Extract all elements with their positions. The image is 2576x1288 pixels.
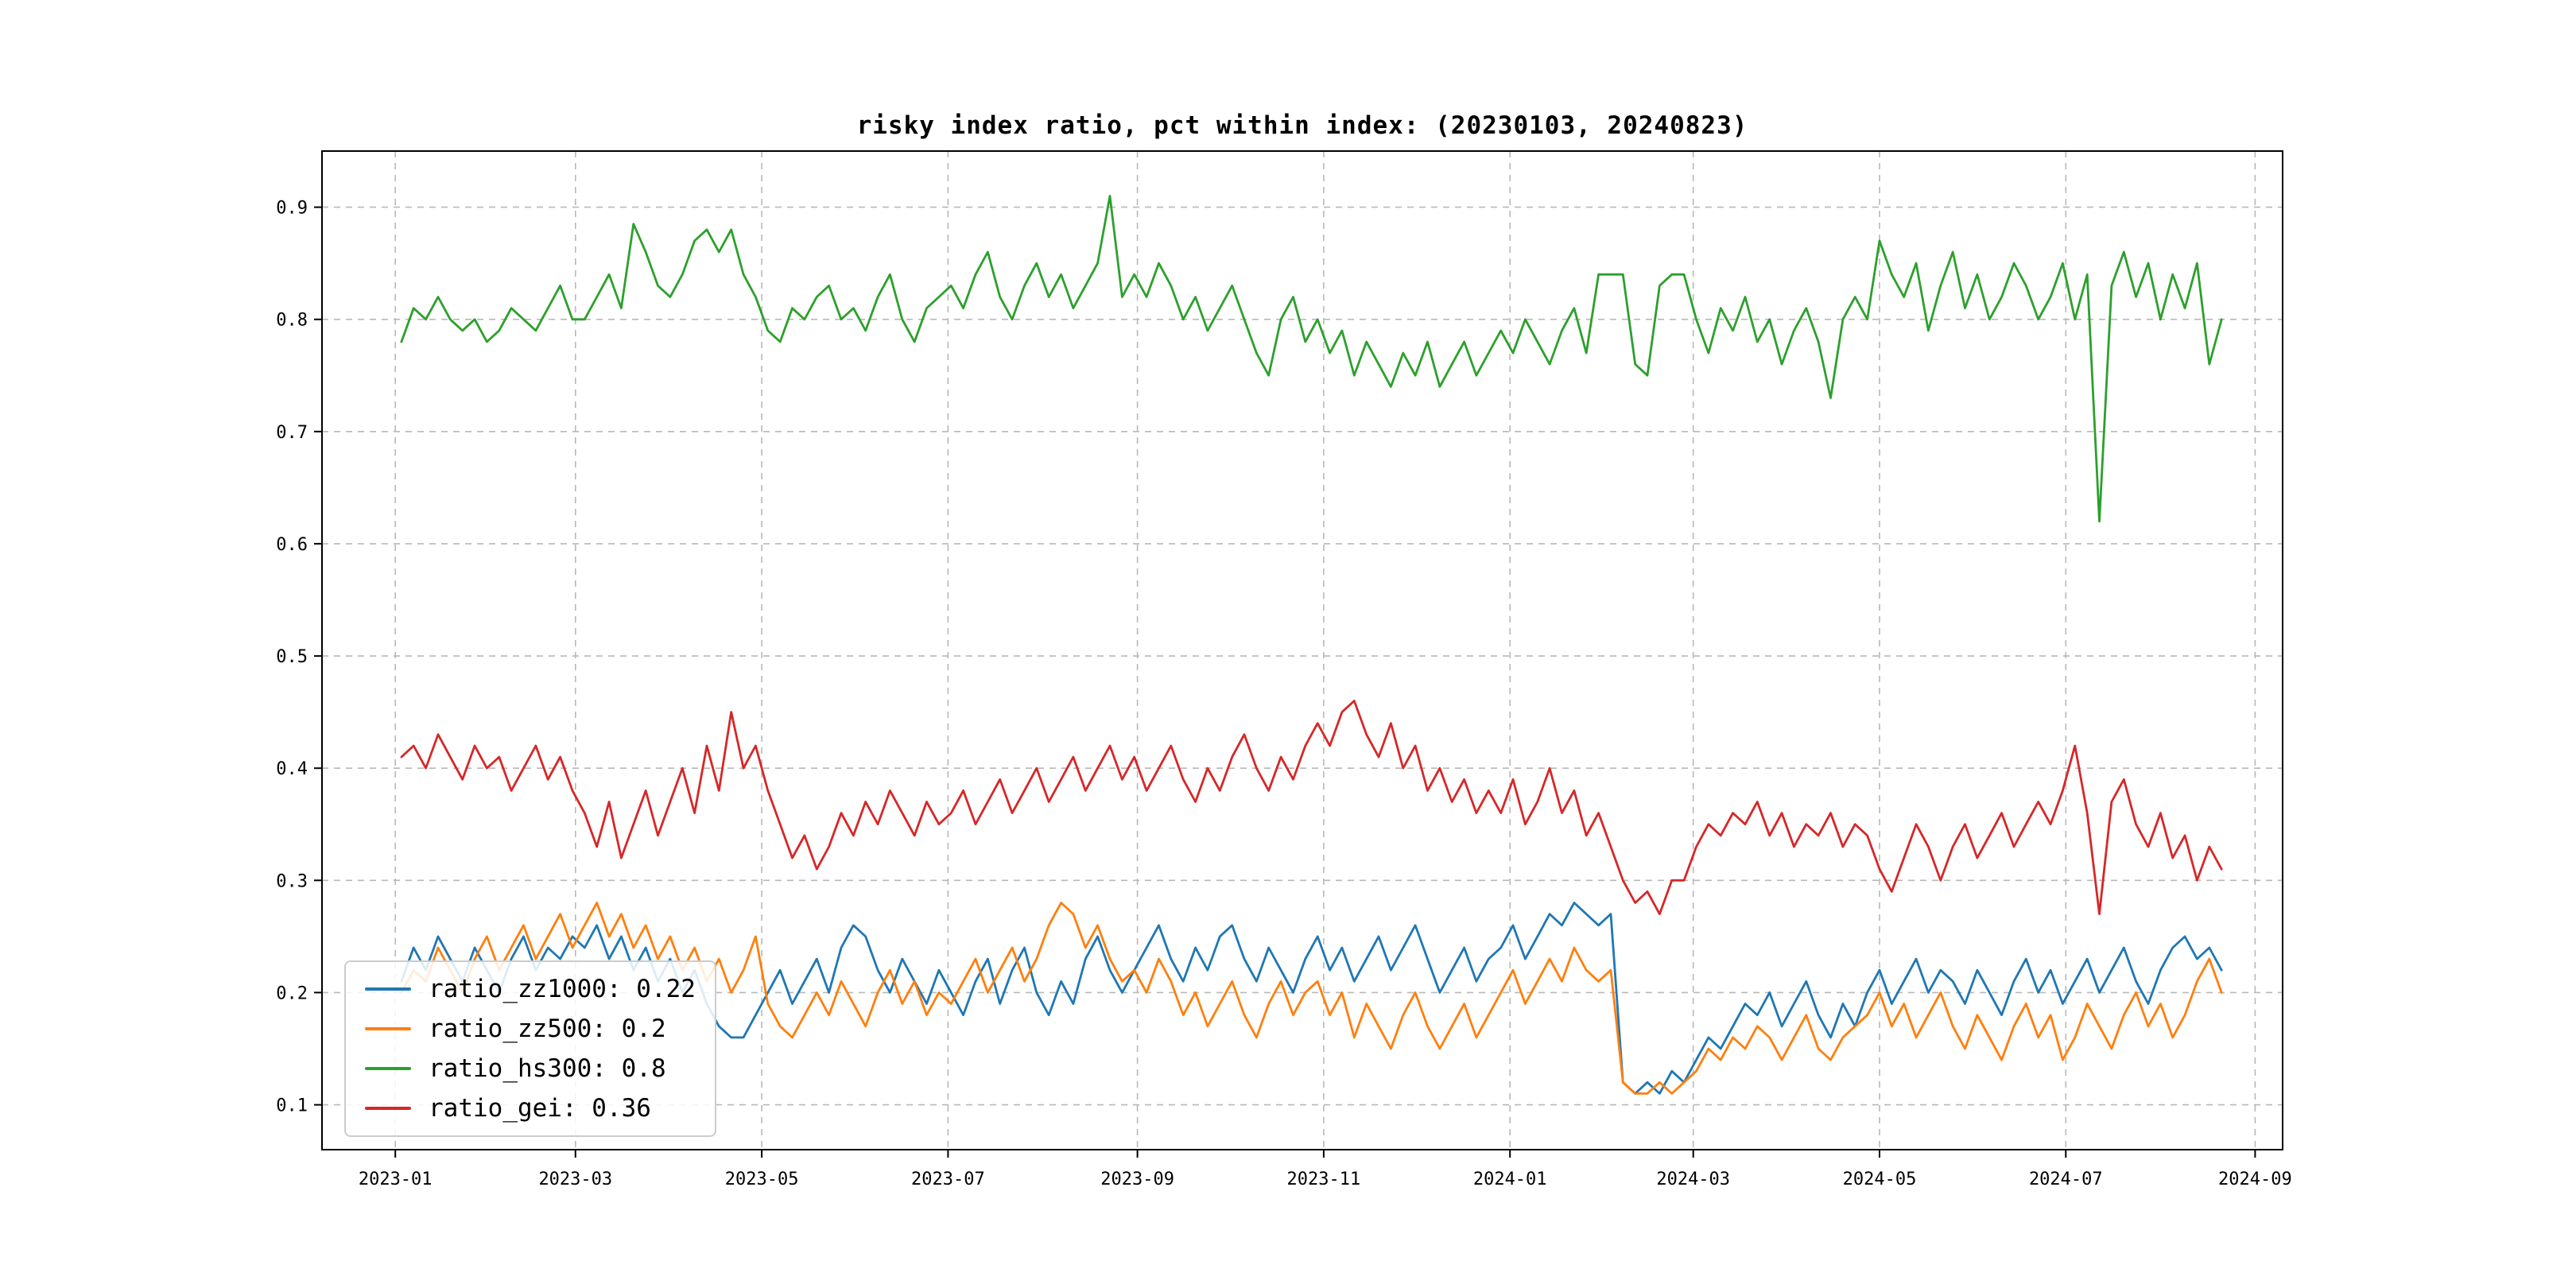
x-tick-label: 2024-01 (1473, 1170, 1547, 1189)
x-tick-label: 2024-03 (1656, 1170, 1730, 1189)
axes-border (321, 150, 2283, 1150)
x-tick-label: 2023-07 (911, 1170, 985, 1189)
y-tick-label: 0.5 (276, 647, 308, 667)
y-tick-label: 0.1 (276, 1096, 308, 1116)
x-tick-label: 2023-01 (359, 1170, 433, 1189)
legend-item-ratio_zz500: ratio_zz500: 0.2 (365, 1014, 696, 1043)
x-tick-label: 2024-05 (1843, 1170, 1917, 1189)
series-line-ratio_gei (400, 700, 2223, 915)
y-tick-label: 0.6 (276, 535, 308, 555)
x-tick-label: 2024-09 (2218, 1170, 2292, 1189)
legend-swatch-ratio_gei (365, 1107, 411, 1110)
legend-label: ratio_zz1000: 0.22 (429, 975, 696, 1003)
y-tick-label: 0.8 (276, 311, 308, 331)
chart-title: risky index ratio, pct within index: (20… (856, 111, 1748, 140)
legend-swatch-ratio_zz1000 (365, 987, 411, 991)
legend-label: ratio_hs300: 0.8 (429, 1054, 666, 1083)
series-line-ratio_hs300 (400, 194, 2223, 523)
y-tick-label: 0.2 (276, 983, 308, 1003)
legend-swatch-ratio_hs300 (365, 1067, 411, 1070)
legend-item-ratio_zz1000: ratio_zz1000: 0.22 (365, 975, 696, 1003)
legend-item-ratio_hs300: ratio_hs300: 0.8 (365, 1054, 696, 1083)
legend-label: ratio_gei: 0.36 (429, 1094, 651, 1123)
y-tick-label: 0.4 (276, 759, 308, 779)
legend-label: ratio_zz500: 0.2 (429, 1014, 666, 1043)
x-tick-label: 2023-05 (725, 1170, 799, 1189)
legend-item-ratio_gei: ratio_gei: 0.36 (365, 1094, 696, 1123)
x-tick-label: 2023-03 (538, 1170, 612, 1189)
y-tick-label: 0.9 (276, 199, 308, 219)
legend-swatch-ratio_zz500 (365, 1027, 411, 1030)
y-tick-label: 0.7 (276, 423, 308, 443)
x-tick-label: 2024-07 (2029, 1170, 2103, 1189)
x-tick-label: 2023-09 (1100, 1170, 1174, 1189)
y-tick-label: 0.3 (276, 871, 308, 891)
legend: ratio_zz1000: 0.22 ratio_zz500: 0.2 ratio_… (344, 960, 716, 1137)
x-tick-label: 2023-11 (1287, 1170, 1361, 1189)
